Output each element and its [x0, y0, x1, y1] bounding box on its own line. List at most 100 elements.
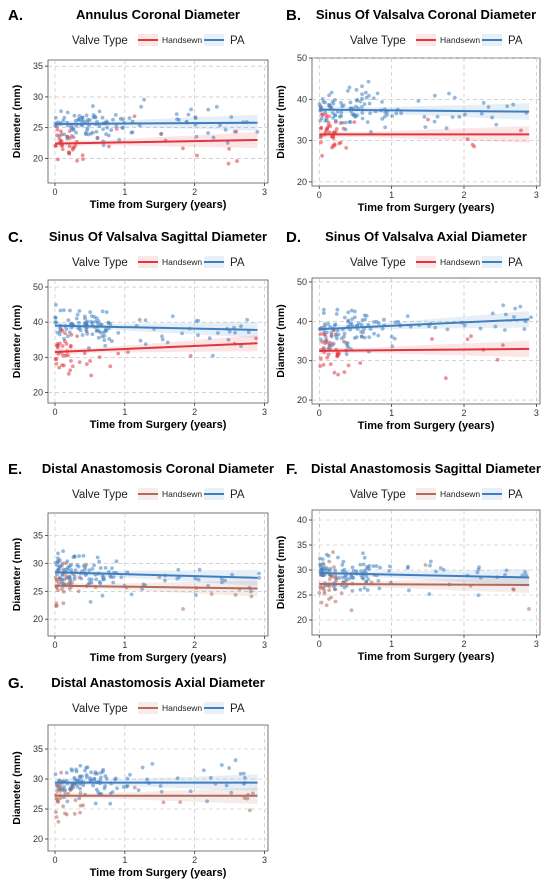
data-point-pa — [364, 580, 368, 584]
data-point-pa — [55, 330, 60, 335]
data-point-handsewn — [319, 140, 323, 145]
data-point-pa — [346, 310, 351, 315]
y-tick-label: 40 — [297, 94, 307, 104]
panel-letter: F. — [286, 461, 298, 478]
data-point-pa — [102, 338, 107, 343]
y-tick-label: 20 — [297, 615, 307, 625]
data-point-pa — [119, 575, 124, 580]
data-point-pa — [490, 311, 495, 316]
data-point-pa — [106, 133, 111, 138]
legend-handsewn-label: Handsewn — [440, 489, 480, 499]
data-point-handsewn — [126, 350, 130, 355]
data-point-pa — [95, 328, 100, 333]
x-tick-label: 0 — [52, 640, 57, 650]
data-point-pa — [432, 93, 437, 98]
legend-pa-label: PA — [508, 257, 523, 269]
data-point-handsewn — [78, 810, 82, 815]
data-point-handsewn — [64, 341, 69, 346]
data-point-pa — [96, 319, 101, 323]
data-point-pa — [78, 786, 83, 791]
data-point-pa — [193, 593, 198, 597]
data-point-pa — [375, 91, 380, 96]
data-point-handsewn — [161, 800, 166, 805]
confidence-band-pa — [319, 103, 530, 120]
data-point-handsewn — [66, 791, 71, 796]
data-point-handsewn — [426, 117, 430, 122]
data-point-pa — [83, 768, 87, 773]
data-point-handsewn — [511, 587, 516, 592]
data-point-handsewn — [328, 124, 333, 129]
data-point-pa — [503, 573, 507, 577]
data-point-pa — [63, 567, 68, 572]
data-point-pa — [165, 340, 170, 345]
data-point-handsewn — [247, 808, 252, 813]
data-point-handsewn — [195, 153, 199, 158]
data-point-pa — [366, 79, 371, 84]
data-point-handsewn — [332, 370, 337, 375]
data-point-handsewn — [75, 158, 79, 163]
data-point-handsewn — [337, 351, 341, 356]
trend-line-handsewn — [54, 138, 258, 145]
data-point-pa — [98, 778, 103, 783]
y-axis-label: Diameter (mm) — [11, 751, 23, 825]
data-point-pa — [434, 569, 438, 574]
data-point-pa — [129, 130, 134, 135]
panel-letter: G. — [8, 675, 24, 692]
data-point-handsewn — [235, 159, 239, 163]
x-tick-label: 3 — [262, 187, 267, 197]
data-point-pa — [353, 104, 358, 109]
data-point-pa — [239, 344, 243, 348]
data-point-pa — [94, 577, 99, 582]
data-point-pa — [66, 318, 71, 322]
x-axis-label: Time from Surgery (years) — [90, 652, 227, 664]
data-point-pa — [159, 132, 163, 136]
data-point-pa — [98, 775, 103, 780]
data-point-handsewn — [346, 363, 351, 368]
data-point-pa — [427, 592, 432, 596]
data-point-pa — [367, 335, 372, 340]
data-point-pa — [227, 329, 232, 334]
data-point-pa — [99, 770, 104, 775]
data-point-pa — [450, 115, 455, 120]
data-point-pa — [175, 117, 179, 122]
data-point-pa — [362, 555, 367, 560]
data-point-pa — [361, 562, 366, 567]
data-point-pa — [372, 331, 376, 336]
data-point-pa — [476, 593, 481, 598]
x-axis-label: Time from Surgery (years) — [358, 651, 495, 663]
data-point-pa — [523, 570, 527, 575]
data-point-pa — [394, 111, 399, 116]
plot-area — [311, 509, 541, 636]
data-point-pa — [193, 115, 198, 120]
data-point-pa — [188, 789, 193, 794]
legend-handsewn-label: Handsewn — [162, 703, 202, 713]
data-point-handsewn — [63, 811, 67, 816]
data-point-handsewn — [55, 342, 60, 346]
data-point-handsewn — [527, 607, 531, 611]
data-point-handsewn — [321, 586, 326, 591]
data-point-pa — [103, 343, 108, 348]
data-point-pa — [352, 112, 357, 117]
data-point-handsewn — [67, 150, 72, 155]
data-point-handsewn — [61, 353, 65, 358]
chart-panel-3: C. Sinus Of Valsalva Sagittal Diameter Val… — [8, 229, 269, 431]
data-point-handsewn — [61, 804, 66, 809]
data-point-pa — [445, 327, 450, 332]
x-tick-label: 1 — [389, 190, 394, 200]
data-point-pa — [345, 341, 350, 345]
data-point-pa — [106, 321, 111, 325]
data-point-handsewn — [320, 112, 324, 117]
data-point-pa — [368, 327, 373, 331]
data-point-handsewn — [318, 135, 323, 140]
data-point-pa — [329, 330, 334, 335]
y-axis-label: Diameter (mm) — [11, 305, 23, 379]
data-point-pa — [54, 115, 58, 120]
data-point-pa — [220, 580, 224, 585]
data-point-pa — [362, 102, 367, 107]
data-point-pa — [138, 338, 143, 343]
data-point-pa — [225, 141, 230, 145]
legend-title: Valve Type — [350, 257, 406, 269]
y-tick-label: 30 — [33, 92, 43, 102]
data-point-pa — [59, 580, 64, 584]
data-point-handsewn — [254, 336, 258, 341]
